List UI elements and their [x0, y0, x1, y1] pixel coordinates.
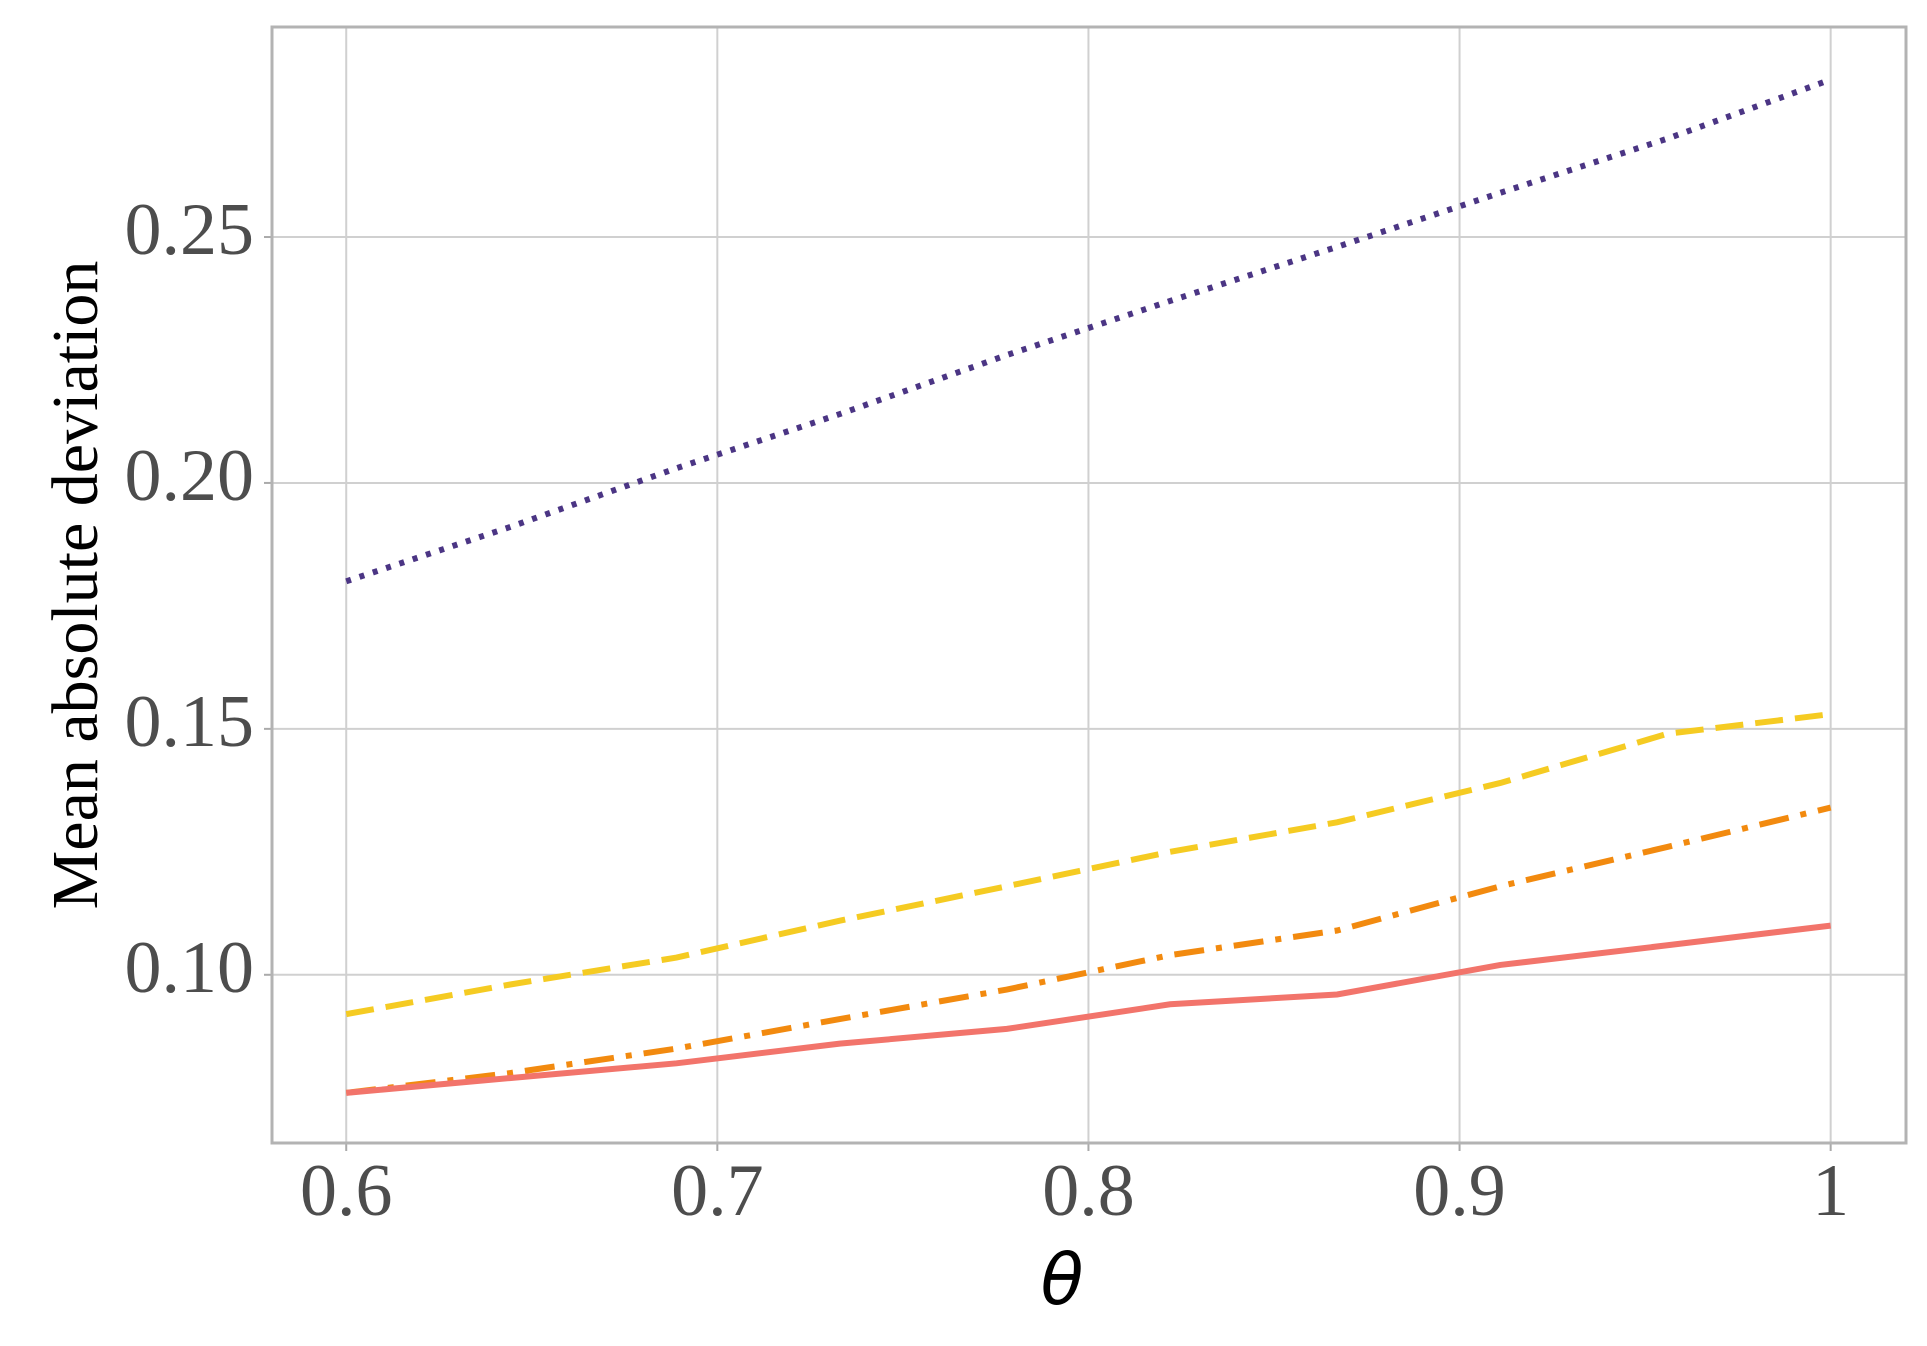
- y-tick-label: 0.25: [125, 189, 255, 271]
- series-line: [345, 76, 1832, 585]
- x-tick-label: 1: [1812, 1150, 1849, 1232]
- x-tick-label: 0.8: [1042, 1150, 1135, 1232]
- series-line: [345, 711, 1832, 1018]
- y-axis-label: Mean absolute deviation: [39, 261, 112, 910]
- x-tick-label: 0.7: [671, 1150, 764, 1232]
- y-tick-label: 0.10: [125, 927, 255, 1009]
- x-axis-label: θ: [1041, 1239, 1084, 1321]
- series-line: [345, 922, 1832, 1096]
- plot-border: [270, 25, 1908, 1145]
- x-tick-label: 0.6: [300, 1150, 393, 1232]
- y-tick-label: 0.15: [125, 681, 255, 763]
- series-line: [345, 804, 1832, 1096]
- y-tick-label: 0.20: [125, 435, 255, 517]
- x-tick-label: 0.9: [1413, 1150, 1506, 1232]
